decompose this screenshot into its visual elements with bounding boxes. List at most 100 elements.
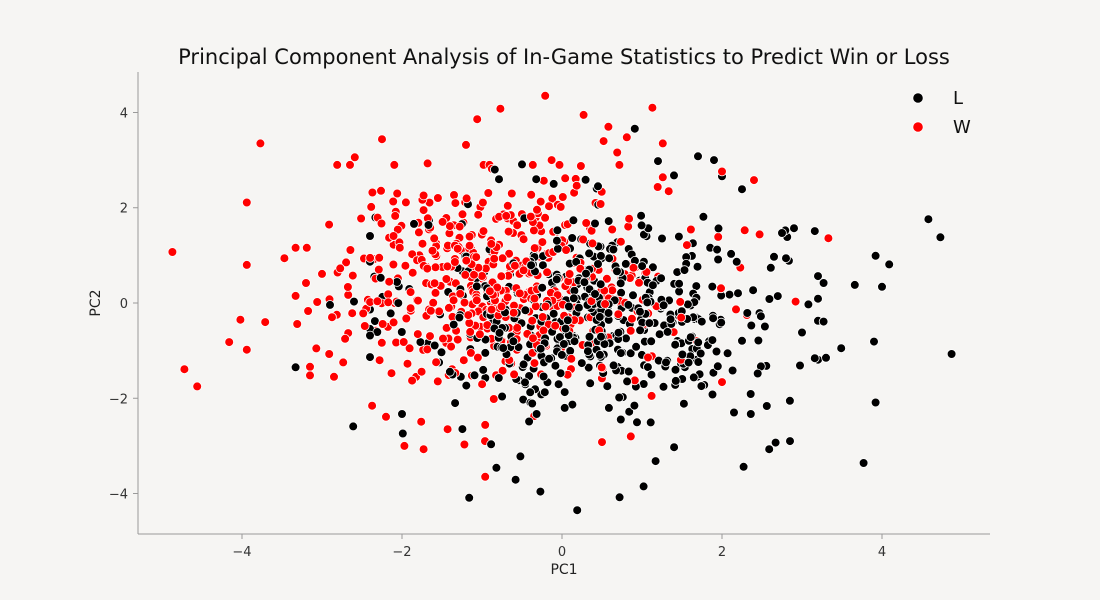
data-point-W: [597, 437, 607, 447]
y-tick-label: −2: [109, 392, 128, 407]
data-point-L: [785, 436, 795, 446]
data-point-L: [604, 253, 614, 264]
data-point-L: [572, 505, 582, 516]
data-point-W: [496, 301, 507, 312]
data-point-L: [622, 376, 632, 387]
data-point-L: [564, 301, 574, 312]
data-point-W: [464, 240, 475, 251]
data-point-W: [332, 160, 343, 170]
data-point-W: [514, 288, 525, 299]
data-point-W: [384, 276, 395, 287]
data-point-L: [818, 278, 829, 288]
data-point-W: [459, 297, 470, 308]
data-point-W: [627, 313, 637, 324]
data-point-W: [324, 349, 335, 359]
data-point-W: [682, 240, 692, 250]
data-point-W: [242, 260, 252, 270]
data-point-W: [401, 197, 411, 208]
data-point-W: [405, 287, 416, 297]
data-point-L: [397, 428, 408, 439]
data-point-L: [525, 387, 535, 398]
data-point-L: [375, 272, 386, 283]
data-point-L: [764, 444, 774, 455]
data-point-L: [724, 289, 735, 300]
data-point-W: [373, 264, 384, 275]
data-point-W: [603, 122, 614, 132]
data-point-L: [450, 398, 460, 408]
data-point-W: [449, 190, 459, 200]
data-point-W: [621, 132, 632, 143]
data-point-L: [593, 259, 603, 269]
data-point-L: [615, 414, 626, 425]
data-point-W: [428, 297, 439, 308]
data-point-W: [452, 334, 463, 345]
data-point-W: [652, 182, 663, 192]
data-point-L: [551, 274, 562, 285]
data-point-W: [466, 348, 476, 358]
y-axis-label: PC2: [88, 289, 104, 316]
data-point-L: [693, 337, 703, 348]
data-point-W: [305, 370, 315, 381]
data-point-L: [553, 379, 564, 390]
data-point-W: [529, 358, 540, 368]
data-point-W: [444, 303, 454, 313]
data-point-W: [381, 411, 391, 422]
y-tick-label: −4: [109, 488, 128, 503]
data-point-W: [506, 188, 517, 199]
data-point-L: [661, 357, 671, 368]
y-tick-label: 0: [120, 297, 128, 312]
data-point-W: [388, 317, 399, 328]
data-point-L: [555, 368, 566, 379]
data-point-W: [557, 192, 568, 202]
data-point-W: [427, 245, 438, 256]
data-point-L: [580, 175, 591, 185]
data-point-L: [713, 254, 723, 265]
data-point-L: [785, 395, 795, 406]
data-point-L: [608, 360, 619, 371]
data-point-W: [634, 277, 644, 288]
data-point-L: [348, 421, 359, 432]
data-point-W: [430, 262, 441, 273]
data-point-W: [407, 375, 417, 386]
data-point-L: [669, 442, 679, 453]
data-point-L: [650, 456, 661, 466]
data-point-W: [578, 110, 589, 120]
data-point-W: [431, 357, 441, 368]
data-point-L: [365, 352, 375, 362]
data-point-L: [471, 281, 482, 292]
data-point-W: [473, 209, 484, 220]
data-point-W: [386, 368, 397, 379]
data-point-W: [571, 180, 582, 191]
data-point-L: [752, 368, 763, 379]
data-point-W: [623, 221, 633, 232]
data-point-L: [764, 294, 775, 304]
data-point-L: [707, 389, 718, 400]
data-point-L: [745, 409, 756, 419]
data-point-W: [578, 234, 588, 245]
data-point-L: [616, 287, 626, 298]
data-point-L: [585, 378, 595, 389]
data-point-W: [335, 263, 346, 274]
data-point-W: [510, 260, 520, 271]
data-point-W: [488, 394, 499, 404]
data-point-W: [401, 313, 412, 324]
data-point-L: [497, 391, 507, 402]
data-point-W: [399, 441, 410, 451]
data-point-L: [397, 409, 407, 419]
data-point-L: [614, 492, 625, 503]
data-point-L: [396, 327, 407, 337]
data-point-L: [746, 320, 757, 331]
data-point-W: [477, 271, 487, 281]
y-tick-label: 2: [120, 202, 128, 217]
chart-title: Principal Component Analysis of In-Game …: [178, 45, 950, 69]
data-point-L: [708, 313, 718, 324]
data-point-L: [870, 397, 881, 408]
data-point-L: [733, 288, 743, 299]
data-point-W: [473, 352, 483, 363]
data-point-W: [471, 295, 482, 306]
data-point-L: [429, 340, 440, 351]
data-point-W: [625, 431, 636, 442]
data-point-L: [559, 403, 570, 413]
data-point-L: [552, 225, 563, 236]
